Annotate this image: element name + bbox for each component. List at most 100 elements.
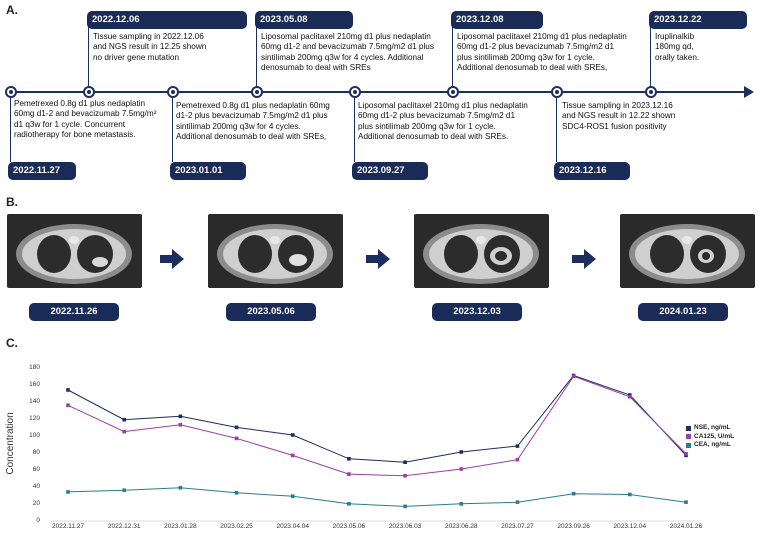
timeline-date-badge: 2022.12.06 (87, 11, 247, 29)
tumor-marker-chart: 0 20 40 60 80 100 120 140 160 180 Concentration 202… (5, 364, 703, 530)
timeline-event-text: Pemetrexed 0.8g d1 plus nedaplatin 60mg … (14, 99, 157, 140)
timeline-connector (88, 20, 89, 86)
timeline-event-text: Iruplinalkib 180mg qd, orally taken. (655, 32, 700, 62)
data-point (571, 374, 576, 379)
data-point (234, 425, 239, 430)
data-point (347, 502, 351, 506)
data-point (234, 436, 239, 441)
y-tick-label: 100 (29, 432, 40, 439)
data-point (66, 490, 70, 494)
data-point (684, 500, 688, 504)
data-point (628, 492, 632, 497)
timeline-date-badge: 2023.01.01 (170, 162, 246, 180)
timeline-date-badge: 2022.11.27 (8, 162, 76, 180)
x-tick-label: 2023.01.28 (164, 523, 197, 530)
x-tick-label: 2024.01.26 (670, 523, 703, 530)
series-line (67, 487, 687, 507)
legend-swatch (686, 442, 691, 448)
ct-scan-image (414, 214, 549, 288)
timeline-event-text: Liposomal paclitaxel 210mg d1 plus nedap… (457, 32, 627, 73)
ct-scan-image (620, 214, 755, 288)
panel-a-label: A. (6, 3, 18, 17)
timeline-node (5, 86, 17, 98)
timeline-axis (8, 91, 748, 93)
data-point (628, 394, 632, 399)
legend-swatch (686, 434, 691, 440)
x-tick-label: 2023.12.04 (614, 523, 647, 530)
timeline-node (251, 86, 263, 98)
right-arrow-icon (572, 249, 596, 269)
data-point (66, 403, 70, 408)
y-tick-label: 80 (33, 449, 41, 456)
y-tick-label: 180 (29, 364, 40, 371)
data-point (459, 450, 464, 454)
x-tick-label: 2023.04.04 (276, 523, 309, 530)
legend-label: CEA, ng/mL (694, 441, 731, 448)
timeline-date-badge: 2023.12.08 (451, 11, 543, 29)
data-point (403, 460, 407, 464)
x-tick-label: 2022.12.31 (108, 523, 141, 530)
data-point (571, 491, 576, 496)
legend-item: NSE, ng/mL (686, 424, 734, 433)
timeline-node (447, 86, 459, 98)
x-tick-label: 2023.06.03 (389, 523, 422, 530)
legend-item: CA125, U/mL (686, 433, 734, 442)
timeline-connector (452, 20, 453, 86)
timeline-date-badge: 2023.12.22 (649, 11, 747, 29)
y-tick-label: 140 (29, 398, 40, 405)
data-point (515, 444, 520, 448)
timeline-event-text: Tissue sampling in 2022.12.06 and NGS re… (93, 32, 207, 62)
data-point (290, 453, 295, 458)
timeline-connector (650, 20, 651, 86)
legend-label: NSE, ng/mL (694, 424, 731, 431)
timeline-node (83, 86, 95, 98)
x-tick-label: 2023.06.28 (445, 523, 478, 530)
timeline-connector (10, 96, 11, 162)
y-tick-label: 120 (29, 415, 40, 422)
data-point (178, 423, 183, 427)
data-point (403, 504, 407, 509)
data-point (290, 494, 295, 498)
y-axis-label: Concentration (5, 412, 16, 474)
data-point (122, 417, 126, 422)
data-point (178, 485, 183, 490)
timeline-date-badge: 2023.12.16 (554, 162, 630, 180)
timeline-node (645, 86, 657, 98)
timeline-node (167, 86, 179, 98)
x-tick-label: 2023.07.27 (501, 523, 534, 530)
data-point (459, 467, 464, 471)
timeline-connector (256, 20, 257, 86)
timeline-event-text: Pemetrexed 0.8g d1 plus nedaplatin 60mg … (176, 101, 330, 142)
data-point (290, 433, 295, 437)
right-arrow-icon (160, 249, 184, 269)
timeline-event-text: Liposomal paclitaxel 210mg d1 plus nedap… (261, 32, 434, 73)
timeline-arrow-icon (744, 86, 754, 98)
y-tick-label: 0 (36, 517, 40, 524)
y-tick-label: 160 (29, 381, 40, 388)
panel-b-label: B. (6, 195, 18, 209)
data-point (347, 472, 351, 476)
timeline-date-badge: 2023.09.27 (352, 162, 428, 180)
series-line (67, 375, 687, 477)
legend-swatch (686, 425, 691, 431)
timeline-node (349, 86, 361, 98)
timeline-node (551, 86, 563, 98)
right-arrow-icon (366, 249, 390, 269)
x-tick-label: 2022.11.27 (52, 523, 84, 530)
ct-scan-date: 2023.05.06 (226, 303, 316, 321)
data-point (515, 500, 520, 504)
timeline-connector (556, 96, 557, 162)
y-tick-label: 60 (33, 466, 41, 473)
data-point (515, 457, 520, 462)
ct-scan-date: 2023.12.03 (432, 303, 522, 321)
timeline-connector (172, 96, 173, 162)
ct-scan-date: 2024.01.23 (638, 303, 728, 321)
data-point (403, 474, 407, 478)
data-point (234, 491, 239, 495)
y-tick-label: 40 (33, 483, 41, 490)
timeline-connector (354, 96, 355, 162)
series-line (67, 374, 687, 463)
ct-scan-image (208, 214, 343, 288)
data-point (347, 457, 351, 461)
panel-c-label: C. (6, 336, 18, 350)
